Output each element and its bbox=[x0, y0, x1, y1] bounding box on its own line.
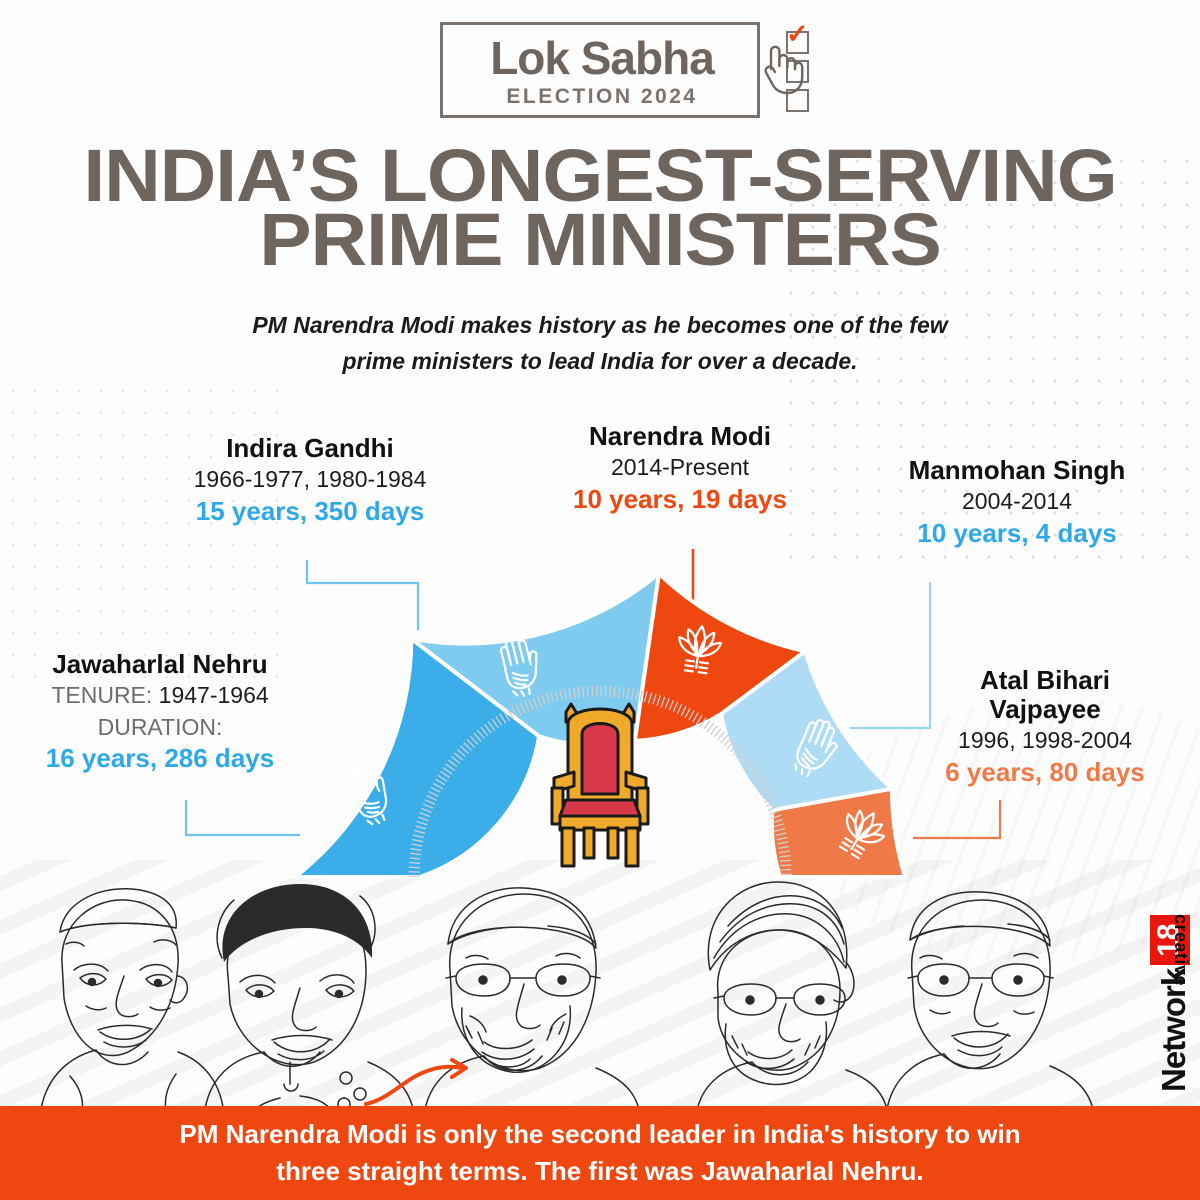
subtitle-line-2: prime ministers to lead India for over a… bbox=[342, 347, 858, 374]
pointing-hand-icon bbox=[764, 45, 804, 95]
arc-segment-vajpayee[interactable] bbox=[769, 786, 908, 879]
leader-duration: 15 years, 350 days bbox=[195, 495, 425, 526]
label-vajpayee: Atal Bihari Vajpayee 1996, 1998-2004 6 y… bbox=[900, 665, 1190, 788]
label-nehru: Jawaharlal Nehru TENURE: 1947-1964 DURAT… bbox=[10, 649, 310, 774]
leader-tenure: 2014-Present bbox=[610, 454, 750, 481]
leader-name: Manmohan Singh bbox=[908, 455, 1126, 485]
connector-nehru bbox=[184, 800, 300, 837]
leader-tenure: TENURE: 1947-1964 bbox=[10, 681, 310, 710]
lok-sabha-logo: Lok Sabha ELECTION 2024 ✓ bbox=[0, 21, 1200, 118]
label-indira: Indira Gandhi 1966-1977, 1980-1984 15 ye… bbox=[150, 433, 470, 527]
page-title: INDIA’S LONGEST-SERVING PRIME MINISTERS bbox=[0, 134, 1200, 281]
leader-tenure: 2004-2014 bbox=[962, 488, 1072, 515]
leader-name-line-2: Vajpayee bbox=[989, 694, 1101, 725]
portrait-indira bbox=[203, 884, 415, 1116]
leader-name: Indira Gandhi bbox=[226, 433, 394, 463]
leader-name-line-1: Atal Bihari bbox=[979, 665, 1111, 695]
title-line-1: INDIA’S LONGEST-SERVING bbox=[83, 134, 1117, 217]
label-modi: Narendra Modi 2014-Present 10 years, 19 … bbox=[520, 421, 840, 515]
leader-duration: 16 years, 286 days bbox=[45, 742, 275, 773]
page-subtitle: PM Narendra Modi makes history as he bec… bbox=[0, 308, 1200, 379]
banner-line-2: three straight terms. The first was Jawa… bbox=[276, 1156, 924, 1186]
leader-tenure: 1996, 1998-2004 bbox=[958, 727, 1132, 754]
leader-name: Jawaharlal Nehru bbox=[52, 649, 268, 679]
arc-segments bbox=[289, 568, 908, 879]
check-mark-icon: ✓ bbox=[786, 19, 809, 49]
connector-vajpayee bbox=[913, 800, 1002, 840]
checkbox-checked: ✓ bbox=[786, 21, 809, 54]
network18-logo: Network 18 creative bbox=[1098, 906, 1192, 1092]
portrait-modi bbox=[423, 887, 641, 1116]
ballot-checkboxes: ✓ bbox=[786, 21, 809, 112]
leader-name: Narendra Modi bbox=[588, 421, 772, 451]
checkbox-empty-1 bbox=[786, 60, 809, 83]
tenure-caption: TENURE: bbox=[51, 682, 159, 709]
duration-caption: DURATION: bbox=[97, 713, 223, 740]
curved-arrow-icon bbox=[364, 1058, 468, 1106]
leader-tenure: 1966-1977, 1980-1984 bbox=[193, 466, 427, 493]
leader-duration: 6 years, 80 days bbox=[945, 756, 1145, 787]
banner-text: PM Narendra Modi is only the second lead… bbox=[179, 1116, 1020, 1190]
logo-box: Lok Sabha ELECTION 2024 ✓ bbox=[440, 21, 809, 118]
leader-duration: 10 years, 4 days bbox=[917, 517, 1117, 548]
leader-portraits bbox=[39, 881, 1095, 1116]
logo-title: Lok Sabha bbox=[490, 32, 715, 84]
throne-chair-icon bbox=[550, 702, 650, 868]
label-manmohan: Manmohan Singh 2004-2014 10 years, 4 day… bbox=[862, 455, 1172, 549]
portrait-nehru bbox=[39, 888, 225, 1116]
tenure-value: 1947-1964 bbox=[158, 682, 269, 709]
portrait-vajpayee bbox=[885, 891, 1095, 1116]
bottom-banner: PM Narendra Modi is only the second lead… bbox=[0, 1106, 1200, 1200]
title-line-2: PRIME MINISTERS bbox=[259, 197, 941, 281]
connector-indira bbox=[305, 560, 420, 630]
banner-line-1: PM Narendra Modi is only the second lead… bbox=[179, 1119, 1021, 1150]
leader-duration: 10 years, 19 days bbox=[573, 483, 787, 514]
portrait-manmohan bbox=[695, 881, 889, 1116]
network18-creative-label: creative bbox=[1171, 914, 1191, 987]
connector-manmohan bbox=[850, 582, 932, 730]
subtitle-line-1: PM Narendra Modi makes history as he bec… bbox=[252, 312, 948, 338]
logo-subtitle: ELECTION 2024 bbox=[506, 85, 698, 108]
network18-word: Network bbox=[1155, 968, 1192, 1092]
